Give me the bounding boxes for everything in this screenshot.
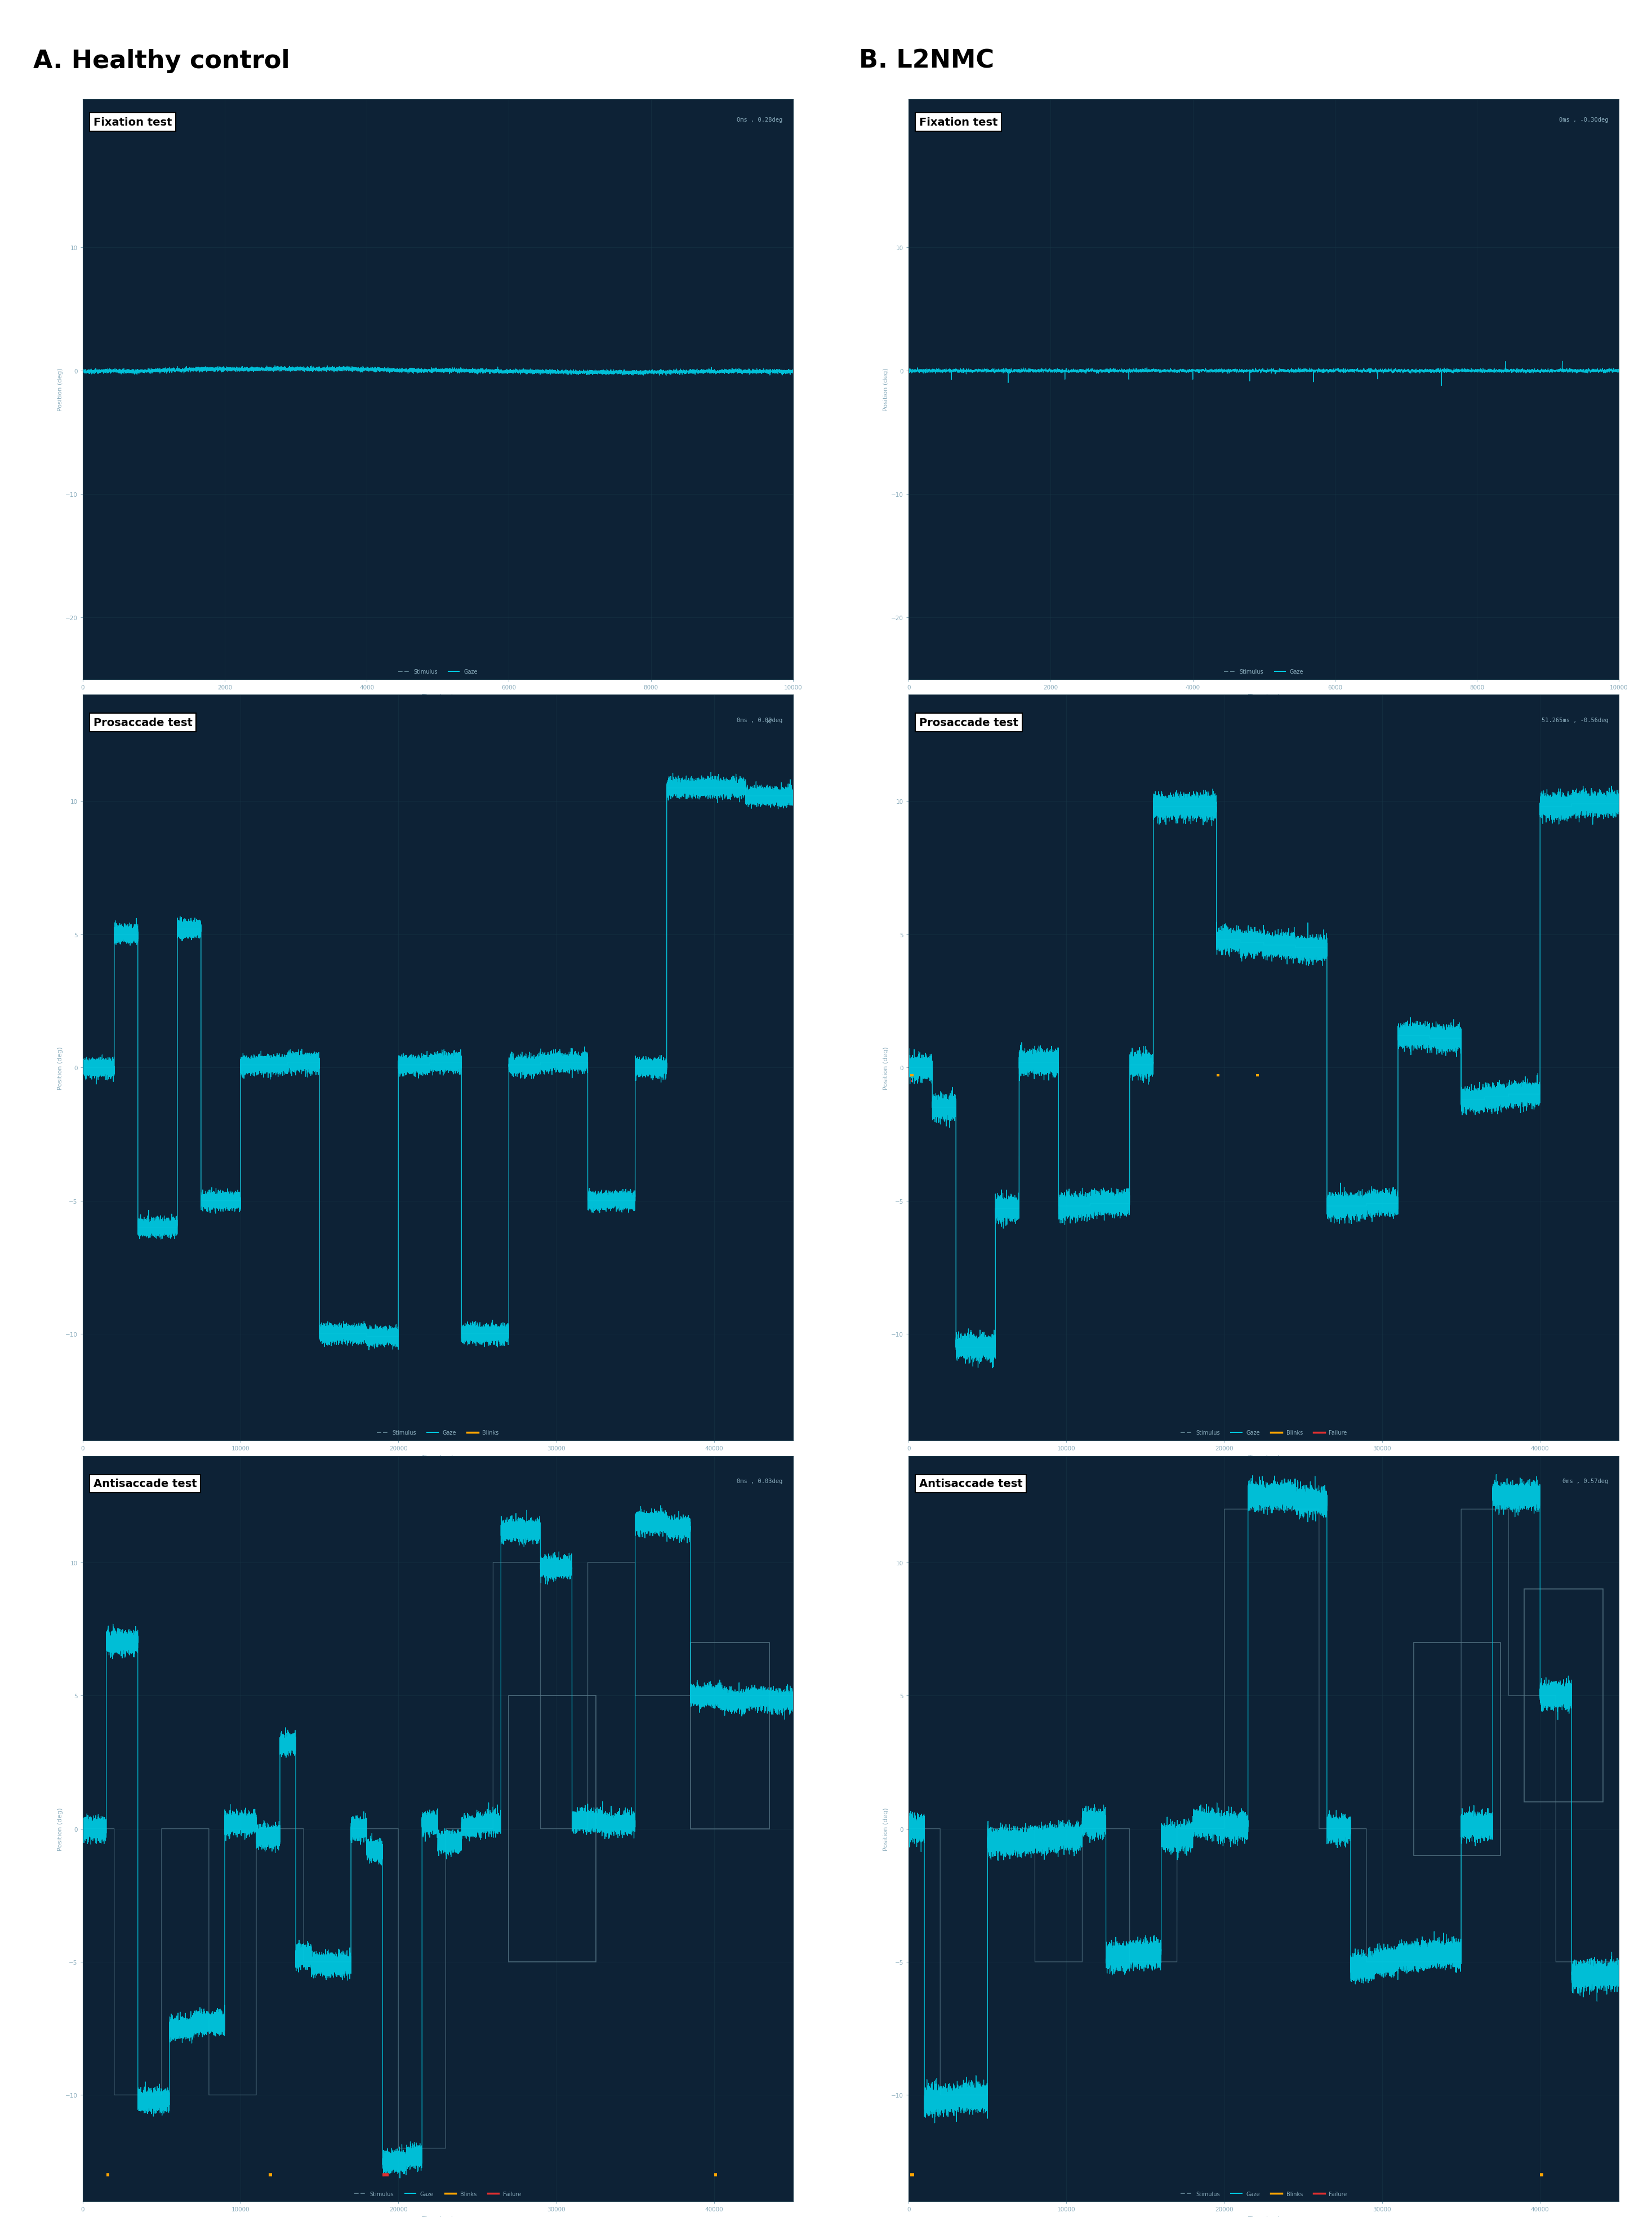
Text: B. L2NMC: B. L2NMC	[859, 49, 995, 73]
Legend: Stimulus, Gaze, Blinks: Stimulus, Gaze, Blinks	[375, 1428, 501, 1439]
Text: A. Healthy control: A. Healthy control	[33, 49, 289, 73]
Y-axis label: Position (deg): Position (deg)	[58, 1046, 63, 1089]
Legend: Stimulus, Gaze, Blinks, Failure: Stimulus, Gaze, Blinks, Failure	[352, 2188, 524, 2199]
Legend: Stimulus, Gaze, Blinks, Failure: Stimulus, Gaze, Blinks, Failure	[1178, 2188, 1350, 2199]
Text: ×: ×	[765, 718, 771, 725]
Bar	[691, 1643, 770, 1829]
Text: 0ms , 0.57deg: 0ms , 0.57deg	[1563, 1479, 1609, 1483]
Y-axis label: Position (deg): Position (deg)	[884, 368, 889, 412]
Y-axis label: Position (deg): Position (deg)	[58, 368, 63, 412]
Text: Prosaccade test: Prosaccade test	[919, 718, 1018, 727]
Y-axis label: Position (deg): Position (deg)	[884, 1046, 889, 1089]
Legend: Stimulus, Gaze: Stimulus, Gaze	[1222, 667, 1305, 676]
X-axis label: Time (ms): Time (ms)	[421, 1454, 454, 1461]
Text: 51.265ms , -0.56deg: 51.265ms , -0.56deg	[1541, 718, 1609, 723]
Bar	[1525, 1590, 1602, 1802]
X-axis label: Time (ms): Time (ms)	[1247, 1454, 1280, 1461]
Text: Antisaccade test: Antisaccade test	[919, 1479, 1023, 1490]
Y-axis label: Position (deg): Position (deg)	[58, 1807, 63, 1851]
X-axis label: Time (ms): Time (ms)	[421, 694, 454, 698]
Legend: Stimulus, Gaze, Blinks, Failure: Stimulus, Gaze, Blinks, Failure	[1178, 1428, 1350, 1439]
Text: Fixation test: Fixation test	[93, 118, 172, 129]
Text: 0ms , 0.09deg: 0ms , 0.09deg	[737, 718, 783, 723]
Text: 0ms , 0.03deg: 0ms , 0.03deg	[737, 1479, 783, 1483]
Text: Fixation test: Fixation test	[919, 118, 998, 129]
Text: Antisaccade test: Antisaccade test	[93, 1479, 197, 1490]
X-axis label: Time (ms): Time (ms)	[1247, 694, 1280, 698]
Bar	[1414, 1643, 1500, 1856]
Text: Prosaccade test: Prosaccade test	[93, 718, 192, 727]
Legend: Stimulus, Gaze: Stimulus, Gaze	[396, 667, 479, 676]
Y-axis label: Position (deg): Position (deg)	[884, 1807, 889, 1851]
Text: 0ms , -0.30deg: 0ms , -0.30deg	[1559, 118, 1609, 122]
Bar	[509, 1696, 596, 1962]
Text: 0ms , 0.28deg: 0ms , 0.28deg	[737, 118, 783, 122]
